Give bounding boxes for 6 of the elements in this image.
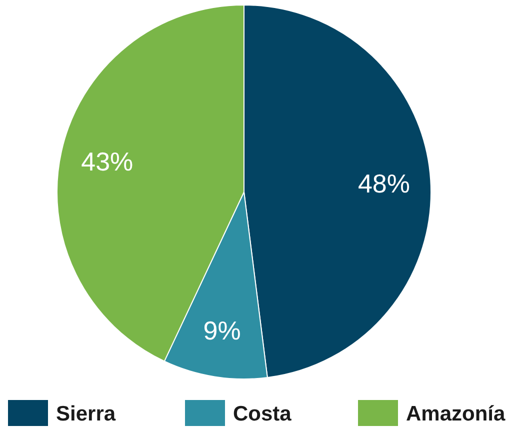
data-label: 9% [203,316,241,346]
data-label: 43% [81,146,134,177]
data-label: 48% [358,168,410,198]
legend-label: Costa [233,402,292,426]
legend-label: Sierra [56,402,116,426]
legend-label: Amazonía [406,402,506,426]
